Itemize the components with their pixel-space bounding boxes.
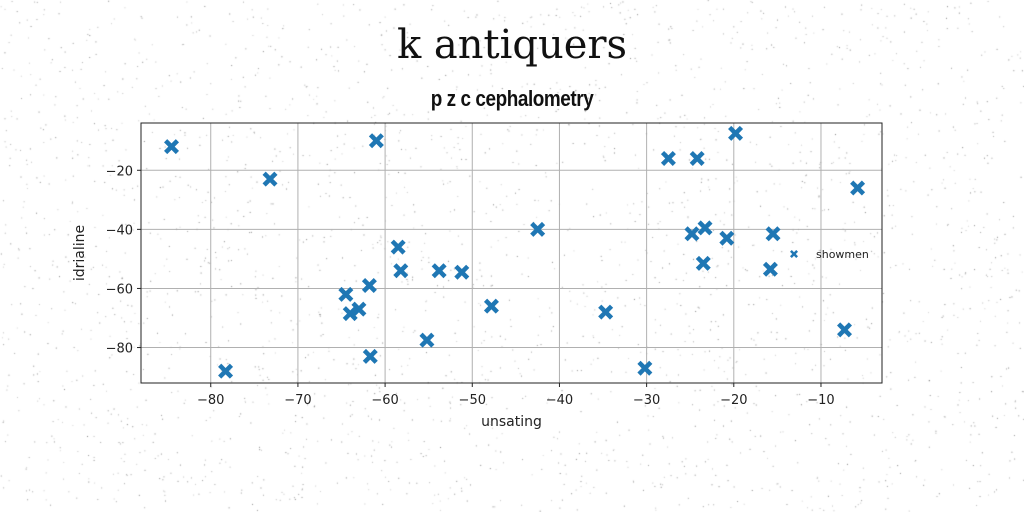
x-axis-ticks: −80 −70 −60 −50 −40 −30 −20 −10	[197, 383, 835, 408]
data-point	[689, 150, 705, 166]
data-point	[218, 363, 234, 379]
x-tick-label: −20	[720, 393, 747, 408]
y-tick-label: −20	[106, 164, 133, 179]
x-tick-label: −40	[546, 393, 573, 408]
data-point	[419, 332, 435, 348]
x-tick-label: −50	[459, 393, 486, 408]
data-point	[684, 226, 700, 242]
data-point	[637, 360, 653, 376]
data-point	[164, 139, 180, 155]
data-point	[695, 255, 711, 271]
data-point	[431, 263, 447, 279]
data-points	[164, 125, 866, 379]
data-point	[660, 150, 676, 166]
data-point	[719, 230, 735, 246]
x-axis-label: unsating	[481, 414, 542, 430]
legend: showmen	[790, 248, 869, 261]
data-point	[351, 301, 367, 317]
plot-frame	[140, 122, 883, 384]
data-point	[598, 304, 614, 320]
data-point	[850, 180, 866, 196]
data-point	[728, 125, 744, 141]
legend-marker	[790, 250, 798, 258]
y-axis-ticks: −20 −40 −60 −80	[106, 164, 141, 357]
y-tick-label: −60	[106, 282, 133, 297]
data-point	[697, 220, 713, 236]
legend-label: showmen	[816, 248, 869, 261]
data-point	[762, 261, 778, 277]
data-point	[262, 171, 278, 187]
data-point	[454, 264, 470, 280]
data-point	[837, 322, 853, 338]
data-point	[342, 306, 358, 322]
data-point	[393, 263, 409, 279]
x-tick-label: −80	[197, 393, 224, 408]
data-point	[483, 298, 499, 314]
legend-marker-icon	[790, 250, 798, 258]
x-tick-label: −60	[371, 393, 398, 408]
data-point	[530, 221, 546, 237]
grid-lines	[141, 123, 882, 383]
y-tick-label: −80	[106, 342, 133, 357]
data-point	[361, 278, 377, 293]
data-point	[338, 286, 354, 302]
x-tick-label: −70	[284, 393, 311, 408]
x-tick-label: −30	[633, 393, 660, 408]
data-point	[390, 239, 406, 255]
y-axis-label: idrialine	[72, 225, 88, 281]
data-point	[368, 133, 384, 149]
data-point	[765, 226, 781, 242]
page-title: k antiquers	[396, 22, 628, 68]
chart-subtitle: p z c cephalometry	[430, 86, 594, 111]
x-tick-label: −10	[807, 393, 834, 408]
data-point	[362, 348, 378, 364]
y-tick-label: −40	[106, 223, 133, 238]
